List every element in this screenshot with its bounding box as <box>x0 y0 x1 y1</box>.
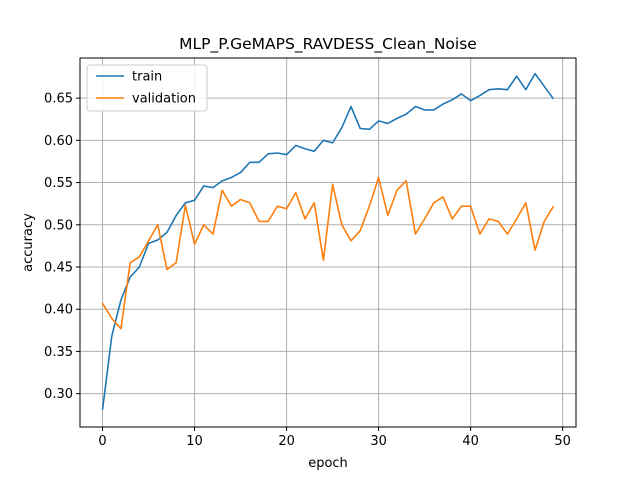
y-tick-label: 0.60 <box>44 134 73 149</box>
x-tick-label: 50 <box>554 434 571 449</box>
y-tick-label: 0.50 <box>44 218 73 233</box>
legend-label-validation: validation <box>132 92 196 107</box>
x-tick-label: 20 <box>278 434 295 449</box>
y-tick-label: 0.40 <box>44 303 73 318</box>
x-axis-label: epoch <box>308 456 348 471</box>
y-tick-label: 0.30 <box>44 387 73 402</box>
x-tick-label: 30 <box>370 434 387 449</box>
x-tick-label: 0 <box>98 434 106 449</box>
plot-frame <box>79 57 577 428</box>
legend-label-train: train <box>132 70 162 85</box>
tick-layer: 0 10 20 30 40 50 0.30 0.35 0.40 0.45 0.50 0.55 0.60 0… <box>44 92 571 449</box>
chart-title: MLP_P.GeMAPS_RAVDESS_Clean_Noise <box>179 35 477 54</box>
series-line-train <box>101 72 555 410</box>
y-tick-label: 0.45 <box>44 260 73 275</box>
y-axis-label: accuracy <box>21 213 36 272</box>
legend: train validation <box>86 64 208 112</box>
x-tick-label: 10 <box>186 434 203 449</box>
y-tick-label: 0.35 <box>44 345 73 360</box>
x-tick-label: 40 <box>462 434 479 449</box>
y-tick-label: 0.65 <box>44 92 73 107</box>
series-layer <box>101 72 555 410</box>
series-line-validation <box>101 176 555 330</box>
y-tick-label: 0.55 <box>44 176 73 191</box>
